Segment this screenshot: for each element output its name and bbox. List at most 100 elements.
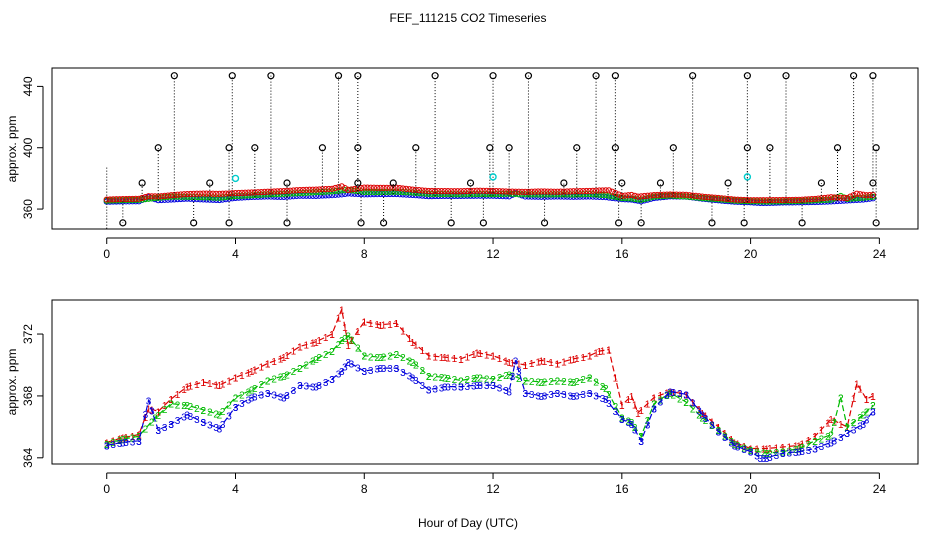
series-3-marker: 3	[181, 412, 187, 423]
top-series-2-point	[193, 193, 200, 201]
series-2-marker: 2	[432, 372, 438, 383]
top-series-1-point	[522, 188, 529, 195]
outlier-high-point	[782, 72, 790, 80]
series-1-marker: 1	[780, 443, 786, 454]
outlier-high-point	[524, 72, 533, 80]
series-2-marker: 2	[568, 378, 574, 389]
top-series-1-point	[393, 184, 400, 191]
series-3-point: 3	[184, 410, 190, 421]
top-series-1-point	[132, 195, 139, 202]
series-3-marker: 3	[265, 389, 271, 400]
top-series-1-point	[576, 188, 584, 195]
series-2-marker: 2	[761, 449, 767, 460]
series-2-point: 2	[249, 386, 255, 397]
series-2-point: 2	[217, 410, 223, 421]
top-series-1-point	[203, 190, 210, 197]
series-3-marker: 3	[664, 391, 670, 402]
series-3-marker: 3	[361, 367, 367, 378]
series-1-marker: 1	[143, 413, 149, 424]
top-series-1-point	[827, 194, 835, 201]
series-2-marker: 2	[117, 436, 123, 447]
series-2-marker: 2	[123, 435, 129, 446]
series-1-marker: 1	[394, 319, 400, 330]
series-1-point: 1	[635, 409, 641, 420]
series-1-marker: 1	[555, 359, 561, 370]
top-series-2-point	[206, 194, 213, 201]
series-3-marker: 3	[110, 440, 116, 451]
outlier-mid-point	[833, 144, 842, 152]
series-1-marker: 1	[671, 388, 677, 399]
flag-point	[489, 173, 497, 181]
top-series-1-point	[734, 196, 741, 203]
series-3-marker: 3	[613, 407, 619, 418]
series-2-marker: 2	[110, 438, 116, 449]
series-1-point: 1	[168, 395, 174, 406]
series-2-point: 2	[490, 375, 496, 386]
series-1-marker: 1	[336, 314, 342, 325]
top-series-1-point	[760, 197, 767, 204]
top-series-2-point	[203, 194, 210, 201]
top-series-1-point	[473, 187, 481, 194]
bottom-y-tick-label: 368	[21, 386, 35, 406]
series-2-point: 2	[764, 449, 770, 460]
series-2-marker: 2	[201, 406, 207, 417]
top-series-1-point	[525, 188, 532, 195]
top-series-1-point	[847, 193, 854, 200]
series-2-marker: 2	[864, 407, 870, 418]
series-3-point: 3	[136, 437, 142, 448]
series-3-point: 3	[378, 364, 384, 375]
top-series-1-point	[676, 191, 683, 198]
outlier-low-point	[540, 219, 549, 227]
series-2-marker: 2	[851, 418, 857, 429]
bottom-y-tick-label: 364	[21, 447, 35, 467]
top-series-1-point	[612, 190, 619, 197]
series-2-marker: 2	[703, 416, 709, 427]
series-3-marker: 3	[677, 389, 683, 400]
top-x-tick-label: 16	[615, 247, 629, 261]
top-series-1-point	[158, 193, 165, 200]
top-series-1-point	[609, 188, 616, 195]
series-1-marker: 1	[851, 394, 857, 405]
top-series-3-point	[309, 192, 316, 199]
series-2-marker: 2	[497, 373, 503, 384]
top-series-2-point	[216, 194, 223, 201]
series-3-marker: 3	[136, 437, 142, 448]
top-series-2-point	[390, 188, 397, 195]
series-1-marker: 1	[806, 436, 812, 447]
series-3-marker: 3	[123, 438, 129, 449]
top-series-1-point	[229, 190, 236, 197]
series-1-marker: 1	[342, 323, 348, 334]
top-series-2-point	[869, 193, 877, 200]
top-series-1-point	[535, 188, 542, 195]
series-2-marker: 2	[355, 344, 361, 355]
series-3-marker: 3	[844, 429, 850, 440]
series-3-marker: 3	[104, 441, 110, 452]
series-2-point: 2	[281, 372, 287, 383]
outlier-low-point	[479, 219, 487, 227]
series-1-point: 1	[606, 346, 612, 357]
top-x-tick-label: 24	[873, 247, 887, 261]
series-1-point: 1	[313, 338, 319, 349]
outlier-low-point	[798, 219, 806, 227]
series-1-point: 1	[442, 353, 448, 364]
series-1-marker: 1	[606, 346, 612, 357]
top-series-1-point	[335, 184, 342, 191]
series-2-point: 2	[265, 376, 271, 387]
series-1-point: 1	[345, 341, 351, 352]
flag-point	[231, 174, 240, 183]
series-2-marker: 2	[774, 448, 780, 459]
series-2-marker: 2	[426, 372, 432, 383]
outlier-low-point	[615, 219, 623, 227]
series-3-marker: 3	[793, 448, 799, 459]
series-3-marker: 3	[580, 390, 586, 401]
top-series-1-point	[641, 192, 648, 200]
top-series-2-point	[200, 194, 207, 201]
top-series-1-point	[753, 197, 761, 204]
top-series-1-point	[509, 188, 516, 195]
top-series-1-point	[467, 187, 474, 195]
series-2-point: 2	[361, 352, 367, 363]
series-2-point: 2	[168, 400, 174, 411]
series-2-marker: 2	[239, 390, 245, 401]
top-series-1-point	[638, 193, 645, 200]
series-2-marker: 2	[246, 387, 252, 398]
